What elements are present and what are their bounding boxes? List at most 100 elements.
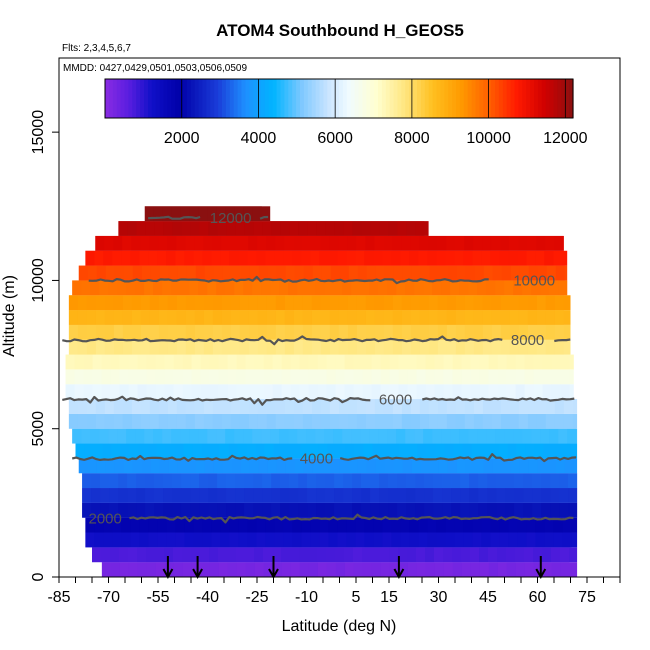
field-cell bbox=[514, 488, 524, 503]
field-cell bbox=[415, 473, 425, 489]
field-cell bbox=[428, 295, 438, 311]
field-cell bbox=[501, 265, 511, 281]
field-cell bbox=[392, 310, 402, 325]
field-cell bbox=[327, 443, 337, 459]
field-cell bbox=[388, 473, 398, 489]
field-cell bbox=[515, 384, 525, 400]
field-cell bbox=[231, 265, 241, 281]
field-cell bbox=[344, 562, 354, 577]
field-cell bbox=[329, 295, 339, 311]
field-cell bbox=[146, 547, 155, 563]
field-cell bbox=[388, 221, 398, 236]
field-cell bbox=[504, 280, 514, 296]
field-cell bbox=[380, 547, 389, 563]
field-cell bbox=[307, 473, 317, 489]
chart-title: ATOM4 Southbound H_GEOS5 bbox=[216, 21, 464, 40]
field-cell bbox=[217, 221, 227, 236]
field-cell bbox=[74, 369, 84, 385]
field-cell bbox=[558, 280, 568, 296]
field-cell bbox=[517, 532, 527, 548]
field-cell bbox=[527, 235, 537, 251]
field-cell bbox=[284, 413, 294, 429]
field-cell bbox=[482, 295, 492, 311]
field-cell bbox=[542, 562, 552, 577]
field-cell bbox=[380, 354, 390, 370]
field-cell bbox=[246, 443, 256, 459]
field-cell bbox=[245, 547, 254, 563]
colorbar-cell bbox=[491, 79, 496, 118]
field-cell bbox=[478, 473, 488, 489]
field-cell bbox=[488, 384, 498, 400]
field-cell bbox=[292, 250, 302, 266]
field-cell bbox=[94, 532, 104, 548]
field-cell bbox=[392, 413, 402, 429]
field-cell bbox=[68, 399, 78, 414]
field-cell bbox=[452, 384, 462, 400]
field-cell bbox=[434, 354, 444, 370]
field-cell bbox=[510, 458, 520, 474]
x-tick-label: 30 bbox=[430, 589, 448, 606]
y-tick-label: 15000 bbox=[30, 110, 47, 155]
field-cell bbox=[338, 339, 348, 355]
colorbar-cell bbox=[510, 79, 516, 118]
field-cell bbox=[482, 339, 492, 355]
field-cell bbox=[77, 413, 87, 429]
field-cell bbox=[405, 428, 415, 444]
field-cell bbox=[415, 488, 425, 503]
field-cell bbox=[461, 384, 471, 400]
field-cell bbox=[328, 532, 338, 548]
field-cell bbox=[335, 354, 345, 370]
field-cell bbox=[221, 235, 231, 251]
field-cell bbox=[136, 502, 146, 518]
field-cell bbox=[128, 384, 138, 400]
field-cell bbox=[155, 547, 164, 563]
field-cell bbox=[181, 221, 191, 236]
field-cell bbox=[257, 295, 267, 311]
field-cell bbox=[382, 517, 392, 533]
field-cell bbox=[447, 458, 457, 474]
field-cell bbox=[534, 443, 544, 459]
field-cell bbox=[253, 502, 263, 518]
colorbar-cell bbox=[475, 79, 480, 118]
field-cell bbox=[364, 532, 374, 548]
field-cell bbox=[312, 265, 322, 281]
field-cell bbox=[99, 280, 109, 296]
field-cell bbox=[194, 339, 204, 355]
field-cell bbox=[299, 562, 309, 577]
field-cell bbox=[243, 280, 253, 296]
field-cell bbox=[293, 295, 303, 311]
field-cell bbox=[356, 413, 366, 429]
field-cell bbox=[568, 488, 578, 503]
field-cell bbox=[227, 562, 237, 577]
colorbar-cell bbox=[147, 79, 153, 118]
field-cell bbox=[257, 399, 267, 414]
field-cell bbox=[155, 562, 165, 577]
field-cell bbox=[507, 443, 517, 459]
field-cell bbox=[497, 354, 507, 370]
field-cell bbox=[292, 517, 302, 533]
field-cell bbox=[219, 443, 229, 459]
field-cell bbox=[418, 250, 428, 266]
field-cell bbox=[362, 562, 372, 577]
field-cell bbox=[266, 413, 276, 429]
field-cell bbox=[490, 532, 500, 548]
field-cell bbox=[472, 517, 482, 533]
field-cell bbox=[302, 324, 312, 340]
field-cell bbox=[293, 310, 303, 325]
field-cell bbox=[459, 280, 469, 296]
colorbar-cell bbox=[385, 79, 391, 118]
field-cell bbox=[325, 221, 335, 236]
field-cell bbox=[321, 458, 331, 474]
field-cell bbox=[203, 399, 213, 414]
field-cell bbox=[356, 235, 366, 251]
field-cell bbox=[470, 354, 480, 370]
field-cell bbox=[500, 413, 510, 429]
field-cell bbox=[237, 443, 247, 459]
field-cell bbox=[167, 399, 177, 414]
field-cell bbox=[535, 532, 545, 548]
field-cell bbox=[437, 399, 447, 414]
field-cell bbox=[203, 235, 213, 251]
field-cell bbox=[374, 339, 384, 355]
field-cell bbox=[526, 532, 536, 548]
field-cell bbox=[201, 443, 211, 459]
